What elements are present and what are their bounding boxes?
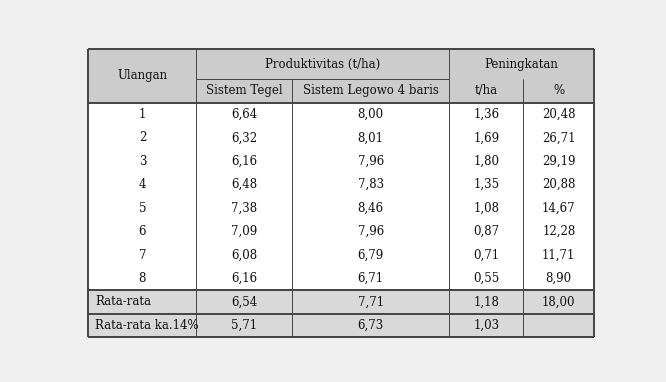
Bar (89, 173, 594, 196)
Text: 0,87: 0,87 (474, 225, 500, 238)
Text: Sistem Tegel: Sistem Tegel (206, 84, 282, 97)
Text: 6,73: 6,73 (358, 319, 384, 332)
Text: 7,71: 7,71 (358, 295, 384, 308)
Text: 6,71: 6,71 (358, 272, 384, 285)
Text: 26,71: 26,71 (542, 131, 575, 144)
Text: 7: 7 (139, 249, 146, 262)
Bar (89, 220, 594, 243)
Bar (89, 267, 594, 290)
Text: Produktivitas (t/ha): Produktivitas (t/ha) (265, 58, 380, 71)
Bar (196, 49, 450, 79)
Text: 6,32: 6,32 (231, 131, 257, 144)
Text: 4: 4 (139, 178, 146, 191)
Text: 7,38: 7,38 (231, 202, 257, 215)
Text: 14,67: 14,67 (542, 202, 575, 215)
Text: 6,48: 6,48 (231, 178, 257, 191)
Text: 18,00: 18,00 (542, 295, 575, 308)
Text: 1,08: 1,08 (474, 202, 500, 215)
Text: 2: 2 (139, 131, 146, 144)
Text: t/ha: t/ha (475, 84, 498, 97)
Text: 5,71: 5,71 (231, 319, 257, 332)
Text: 20,88: 20,88 (542, 178, 575, 191)
Text: 1,69: 1,69 (474, 131, 500, 144)
Text: Sistem Legowo 4 baris: Sistem Legowo 4 baris (302, 84, 439, 97)
Text: 7,83: 7,83 (358, 178, 384, 191)
Text: Rata-rata ka.14%: Rata-rata ka.14% (95, 319, 198, 332)
Bar (89, 49, 594, 103)
Text: 8,01: 8,01 (358, 131, 384, 144)
Text: 6: 6 (139, 225, 146, 238)
Text: 6,54: 6,54 (231, 295, 257, 308)
Text: 7,96: 7,96 (358, 155, 384, 168)
Bar (89, 196, 594, 220)
Text: 6,16: 6,16 (231, 155, 257, 168)
Text: 1,18: 1,18 (474, 295, 500, 308)
Text: 0,71: 0,71 (474, 249, 500, 262)
Bar (89, 103, 594, 126)
Text: Peningkatan: Peningkatan (485, 58, 559, 71)
Text: 6,08: 6,08 (231, 249, 257, 262)
Text: 20,48: 20,48 (542, 108, 575, 121)
Text: Rata-rata: Rata-rata (95, 295, 151, 308)
Text: 1,35: 1,35 (474, 178, 500, 191)
Text: 1,36: 1,36 (474, 108, 500, 121)
Text: 8,46: 8,46 (358, 202, 384, 215)
Text: 7,96: 7,96 (358, 225, 384, 238)
Text: 5: 5 (139, 202, 146, 215)
Text: 1,80: 1,80 (474, 155, 500, 168)
Bar (89, 126, 594, 150)
Text: 8,00: 8,00 (358, 108, 384, 121)
Text: 1: 1 (139, 108, 146, 121)
Bar (89, 243, 594, 267)
Text: %: % (553, 84, 564, 97)
Text: 6,16: 6,16 (231, 272, 257, 285)
Text: 3: 3 (139, 155, 146, 168)
Text: 0,55: 0,55 (473, 272, 500, 285)
Text: 1,03: 1,03 (474, 319, 500, 332)
Text: 8,90: 8,90 (545, 272, 572, 285)
Bar (89, 314, 594, 337)
Text: 7,09: 7,09 (231, 225, 257, 238)
Text: 29,19: 29,19 (542, 155, 575, 168)
Bar (89, 150, 594, 173)
Text: Ulangan: Ulangan (117, 69, 167, 82)
Bar (89, 290, 594, 314)
Text: 12,28: 12,28 (542, 225, 575, 238)
Text: 6,79: 6,79 (358, 249, 384, 262)
Text: 8: 8 (139, 272, 146, 285)
Text: 6,64: 6,64 (231, 108, 257, 121)
Text: 11,71: 11,71 (542, 249, 575, 262)
